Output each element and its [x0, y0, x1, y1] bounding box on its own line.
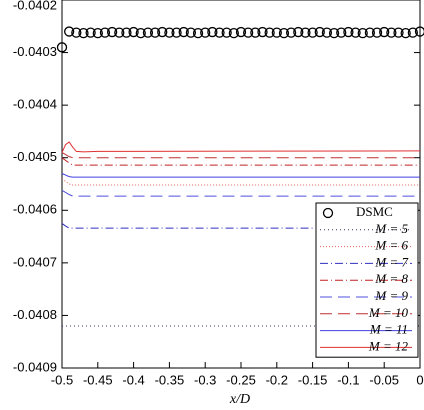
- dsmc-point: [393, 27, 404, 38]
- y-tick-label: -0.0404: [13, 97, 57, 112]
- dsmc-point: [371, 27, 383, 38]
- dsmc-point: [92, 27, 103, 39]
- dsmc-point: [271, 27, 282, 38]
- legend-label: M = 7: [374, 254, 408, 269]
- dsmc-point: [114, 27, 125, 38]
- series-line: [61, 178, 420, 186]
- dsmc-point: [149, 27, 161, 38]
- series-line: [61, 157, 420, 166]
- dsmc-point: [192, 27, 204, 39]
- dsmc-point: [407, 27, 418, 38]
- plot-frame: [61, 0, 421, 369]
- x-axis-label: x/D: [229, 392, 250, 407]
- series-line: [61, 173, 420, 178]
- dsmc-point: [71, 27, 82, 38]
- y-tick-label: -0.0405: [13, 149, 57, 164]
- dsmc-point: [386, 27, 397, 38]
- x-tick-label: -0.2: [266, 372, 288, 387]
- x-tick-label: -0.35: [155, 372, 185, 387]
- dsmc-point: [64, 26, 75, 37]
- dsmc-point: [121, 27, 132, 38]
- dsmc-point: [135, 27, 146, 39]
- y-tick-label: -0.0406: [13, 202, 57, 217]
- legend-label: M = 11: [369, 322, 408, 337]
- dsmc-point: [85, 27, 96, 38]
- dsmc-point: [243, 27, 254, 38]
- legend-label: DSMC: [356, 204, 393, 219]
- x-tick-label: -0.25: [226, 372, 256, 387]
- dsmc-point: [321, 27, 333, 38]
- dsmc-point: [400, 27, 411, 39]
- dsmc-point: [336, 27, 347, 38]
- dsmc-point: [128, 26, 139, 38]
- series-line: [61, 223, 420, 229]
- dsmc-point: [307, 27, 318, 38]
- dsmc-point: [157, 26, 168, 38]
- dsmc-point: [343, 26, 354, 38]
- dsmc-point: [185, 27, 197, 38]
- dsmc-point: [78, 27, 89, 39]
- legend-label: M = 10: [368, 305, 409, 320]
- x-tick-label: 0: [416, 372, 423, 387]
- legend-label: M = 12: [368, 338, 409, 353]
- dsmc-point: [106, 26, 118, 38]
- dsmc-point: [99, 27, 111, 38]
- dsmc-point: [214, 27, 225, 38]
- dsmc-point: [235, 26, 247, 38]
- x-tick-label: -0.3: [194, 372, 216, 387]
- dsmc-point: [300, 27, 311, 38]
- series-line: [61, 189, 420, 197]
- dsmc-point: [228, 27, 239, 39]
- y-tick-label: -0.0403: [13, 44, 57, 59]
- x-tick-label: -0.05: [369, 372, 399, 387]
- series-line: [61, 152, 420, 159]
- legend-label: M = 5: [374, 221, 408, 236]
- series-line: [61, 141, 421, 153]
- y-tick-label: -0.0409: [13, 359, 57, 374]
- dsmc-point: [171, 27, 182, 38]
- dsmc-point: [200, 27, 211, 38]
- dsmc-point: [221, 27, 232, 38]
- legend-symbol: [322, 207, 334, 219]
- dsmc-point: [257, 26, 268, 38]
- dsmc-point: [414, 26, 424, 37]
- dsmc-point: [278, 27, 290, 39]
- dsmc-point: [364, 27, 376, 38]
- dsmc-point: [142, 27, 154, 38]
- dsmc-point: [328, 27, 340, 39]
- dsmc-point: [350, 27, 361, 38]
- legend-label: M = 9: [374, 288, 408, 303]
- dsmc-point: [264, 27, 275, 38]
- legend: DSMC M = 5 M = 6M = 7 M = 8 M = 9 M = 10 M = 1…: [315, 202, 419, 358]
- dsmc-point: [285, 27, 297, 38]
- legend-label: M = 8: [374, 271, 408, 286]
- dsmc-point: [314, 26, 325, 38]
- y-tick-label: -0.0408: [13, 307, 57, 322]
- y-tick-label: -0.0402: [13, 0, 57, 12]
- dsmc-point: [207, 26, 218, 38]
- dsmc-point: [357, 27, 368, 39]
- x-tick-label: -0.4: [122, 372, 144, 387]
- dsmc-point: [293, 26, 304, 38]
- x-tick-label: -0.5: [51, 372, 73, 387]
- y-tick-label: -0.0407: [13, 254, 57, 269]
- x-tick-label: -0.45: [83, 372, 113, 387]
- dsmc-point: [250, 27, 261, 38]
- dsmc-point: [56, 42, 68, 53]
- dsmc-point: [164, 27, 175, 38]
- dsmc-point: [379, 26, 390, 38]
- x-tick-label: -0.1: [337, 372, 359, 387]
- x-tick-label: -0.15: [298, 372, 328, 387]
- dsmc-point: [178, 26, 189, 38]
- legend-label: M = 6: [374, 238, 408, 253]
